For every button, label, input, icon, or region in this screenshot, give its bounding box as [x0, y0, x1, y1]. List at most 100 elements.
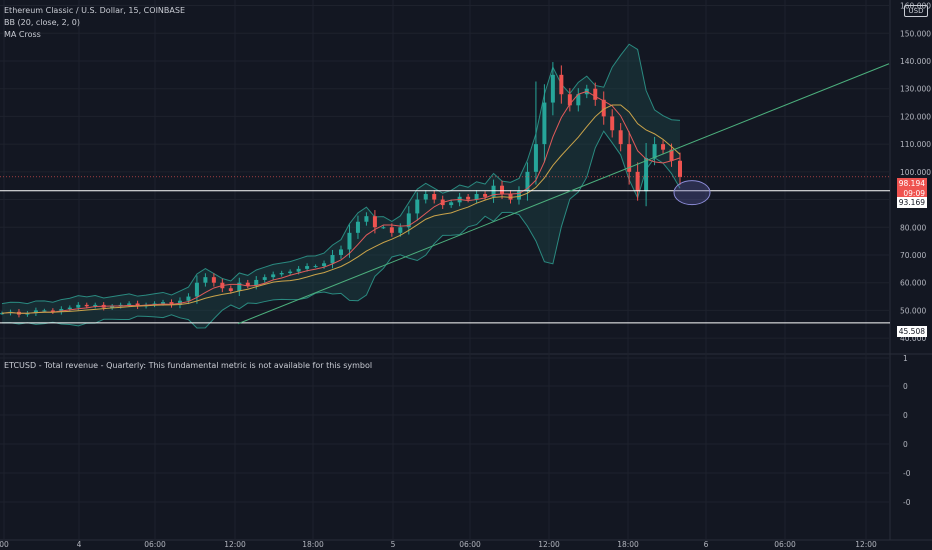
candle-body — [678, 160, 682, 177]
time-tick-label: 5 — [391, 540, 396, 549]
candle-body — [415, 199, 420, 214]
candle-body — [449, 202, 454, 206]
price-tick-label: 60.000 — [900, 279, 926, 288]
candle-body — [542, 102, 547, 145]
candle-body — [381, 227, 386, 229]
candle-body — [237, 282, 242, 292]
candle-body — [25, 313, 30, 315]
candle-body — [576, 94, 581, 106]
level-tag-low: 45.508 — [897, 326, 927, 337]
candle-body — [432, 194, 437, 200]
candle-body — [474, 194, 479, 200]
candle-body — [516, 191, 521, 200]
time-tick-label: 12:00 — [224, 540, 246, 549]
candle-body — [644, 157, 649, 192]
highlight-ellipse — [673, 180, 711, 206]
price-axis: 40.000 50.000 60.000 70.000 80.000 100.000 110… — [900, 2, 931, 344]
candle-body — [601, 99, 606, 117]
candles — [0, 62, 682, 318]
candle-body — [254, 279, 259, 286]
candle-body — [466, 196, 471, 200]
last-price-tag: 98.194 — [897, 178, 927, 189]
countdown-tag: 09:09 — [897, 188, 927, 199]
price-tick-label: 40.000 — [900, 334, 926, 343]
candle-body — [347, 232, 352, 250]
ma-legend[interactable]: MA Cross — [4, 30, 41, 39]
price-tick-label: 140.000 — [900, 57, 931, 66]
lower-tick-label: 0 — [903, 382, 908, 391]
candle-body — [305, 266, 310, 269]
candle-body — [194, 282, 199, 297]
candle-body — [84, 304, 89, 307]
level-tag-high: 93.169 — [897, 197, 927, 208]
time-tick-label: 06:00 — [144, 540, 166, 549]
candle-body — [355, 221, 360, 233]
candle-body — [423, 194, 428, 200]
candle-body — [610, 116, 615, 131]
price-tick-label: 150.000 — [900, 29, 931, 38]
candle-body — [288, 271, 293, 274]
time-tick-label: 06:00 — [459, 540, 481, 549]
candle-body — [652, 144, 657, 158]
candle-body — [406, 213, 411, 228]
candle-body — [127, 303, 132, 305]
candle-body — [508, 194, 513, 200]
time-tick-label: 12:00 — [855, 540, 877, 549]
price-tick-label: 80.000 — [900, 223, 926, 232]
candle-body — [627, 144, 632, 172]
candle-body — [567, 94, 572, 106]
time-tick-label: 18:00 — [302, 540, 324, 549]
candle-body — [593, 88, 598, 100]
bb-legend[interactable]: BB (20, close, 2, 0) — [4, 18, 80, 27]
time-tick-label: 06:00 — [774, 540, 796, 549]
time-tick-label: 4 — [77, 540, 82, 549]
candle-body — [262, 277, 267, 280]
candle-body — [661, 144, 666, 150]
bollinger-band — [1, 43, 681, 329]
lower-axis: 1 0 0 0 -0 -0 — [903, 354, 911, 507]
lower-tick-label: 0 — [903, 440, 908, 449]
candle-body — [110, 306, 115, 308]
lower-tick-label: -0 — [903, 469, 911, 478]
candle-body — [245, 282, 250, 286]
candle-body — [211, 277, 216, 283]
currency-button[interactable]: USD — [904, 5, 928, 17]
candle-body — [42, 310, 47, 312]
overlays — [0, 63, 890, 325]
candle-body — [398, 227, 403, 233]
candle-body — [618, 130, 623, 145]
price-tick-label: 130.000 — [900, 85, 931, 94]
candle-body — [279, 273, 284, 275]
candle-body — [483, 194, 488, 197]
candle-body — [322, 263, 327, 267]
candle-body — [550, 74, 555, 103]
price-tick-label: 100.000 — [900, 168, 931, 177]
ma-slow — [1, 104, 681, 314]
time-tick-label: 6 — [704, 540, 709, 549]
ma-lines — [1, 90, 681, 314]
candle-body — [50, 310, 55, 312]
lower-tick-label: -0 — [903, 498, 911, 507]
candle-body — [389, 227, 394, 233]
candle-body — [330, 254, 335, 264]
trendline — [237, 63, 890, 325]
candle-body — [500, 185, 505, 195]
time-tick-label: 18:00 — [617, 540, 639, 549]
candle-body — [525, 171, 530, 192]
candle-body — [135, 303, 140, 307]
price-tick-label: 110.000 — [900, 140, 931, 149]
candle-body — [559, 74, 564, 95]
candle-body — [67, 307, 72, 310]
candle-body — [161, 302, 166, 304]
lower-tick-label: 0 — [903, 411, 908, 420]
candle-body — [93, 304, 98, 307]
candle-body — [169, 302, 174, 305]
time-tick-label: 12:00 — [538, 540, 560, 549]
candle-body — [228, 288, 233, 292]
fundamental-message: ETCUSD - Total revenue - Quarterly: This… — [4, 361, 373, 370]
candle-body — [203, 277, 208, 283]
ma-fast — [1, 90, 681, 314]
bb-fill — [2, 44, 680, 328]
